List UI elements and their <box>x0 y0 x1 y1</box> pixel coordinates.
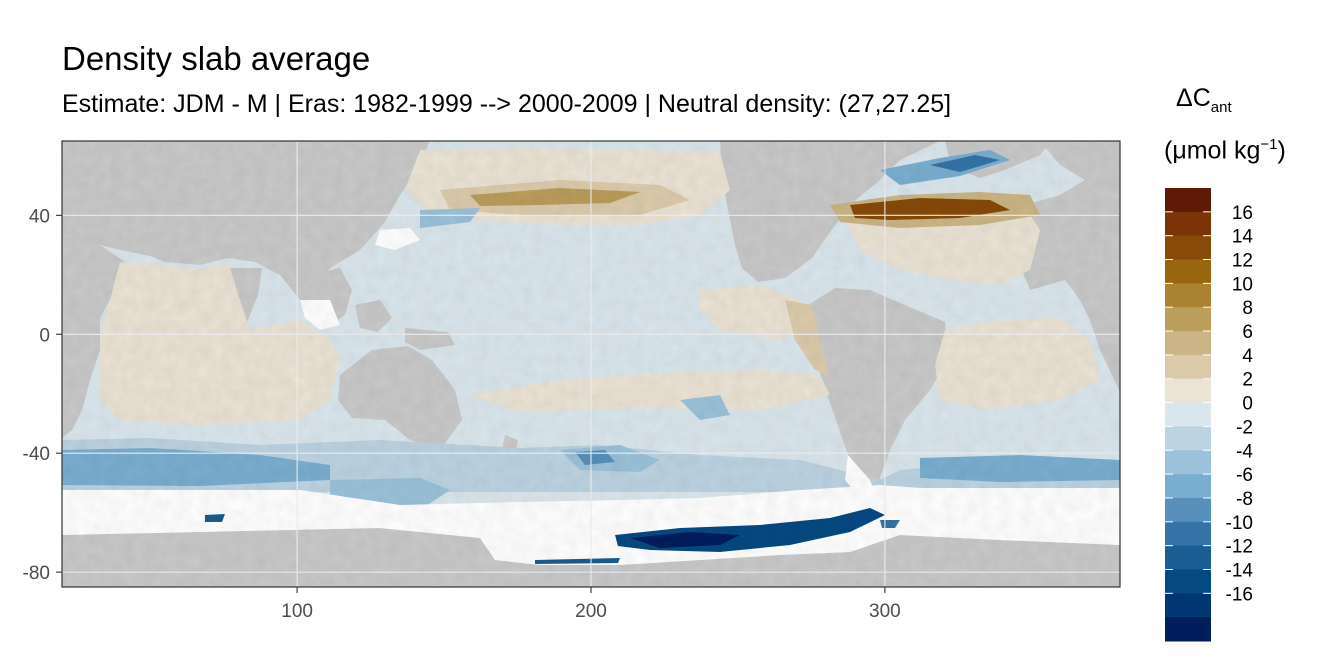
chart-title: Density slab average <box>62 40 371 77</box>
legend-label: 12 <box>1232 251 1253 272</box>
map-panel <box>62 141 1120 587</box>
legend-swatch <box>1165 426 1211 451</box>
grid <box>62 141 1120 587</box>
legend-label: 4 <box>1242 346 1253 367</box>
x-tick-label: 300 <box>869 601 901 622</box>
legend-swatch <box>1165 545 1211 570</box>
legend-swatch <box>1165 450 1211 475</box>
legend-swatch <box>1165 521 1211 547</box>
legend-swatch <box>1165 331 1211 356</box>
y-tick-label: -80 <box>23 563 50 584</box>
y-axis: 40 0 -40 -80 <box>23 206 62 584</box>
legend-label: 10 <box>1232 274 1253 295</box>
legend-label: -4 <box>1236 441 1253 462</box>
legend-swatch <box>1165 211 1211 237</box>
legend-label: -14 <box>1226 560 1254 581</box>
legend-title: ΔCant <box>1176 84 1232 116</box>
y-tick-label: 0 <box>39 325 50 346</box>
chart-subtitle: Estimate: JDM - M | Eras: 1982-1999 --> … <box>62 90 952 118</box>
legend-swatch <box>1165 235 1211 261</box>
legend-unit: (μmol kg−1) <box>1164 136 1286 165</box>
legend-swatch <box>1165 307 1211 332</box>
legend-swatch <box>1165 402 1211 427</box>
legend-swatch <box>1165 569 1211 594</box>
legend-swatch <box>1165 497 1211 523</box>
legend-swatch <box>1165 188 1211 213</box>
legend-swatch <box>1165 259 1211 284</box>
legend-label: -16 <box>1226 584 1253 605</box>
legend-label: -12 <box>1226 537 1253 558</box>
legend-label: 6 <box>1242 322 1253 343</box>
legend-label: -8 <box>1236 489 1253 510</box>
y-tick-label: 40 <box>29 206 50 227</box>
x-tick-label: 100 <box>281 601 313 622</box>
legend-swatch <box>1165 378 1211 404</box>
x-axis: 100 200 300 <box>281 587 901 622</box>
legend-swatch <box>1165 593 1211 618</box>
legend-label: -10 <box>1226 513 1253 534</box>
legend-swatch <box>1165 474 1211 499</box>
legend-label: -6 <box>1236 465 1253 486</box>
x-tick-label: 200 <box>575 601 607 622</box>
legend-label: 0 <box>1242 394 1253 415</box>
legend-label: -2 <box>1236 417 1253 438</box>
legend-label: 8 <box>1242 298 1253 319</box>
legend-swatch <box>1165 354 1211 380</box>
legend-label: 14 <box>1232 227 1254 248</box>
y-tick-label: -40 <box>23 444 50 465</box>
legend-swatch <box>1165 617 1211 642</box>
legend-label: 2 <box>1242 370 1253 391</box>
legend-swatch <box>1165 283 1211 308</box>
legend-label: 16 <box>1232 203 1253 224</box>
